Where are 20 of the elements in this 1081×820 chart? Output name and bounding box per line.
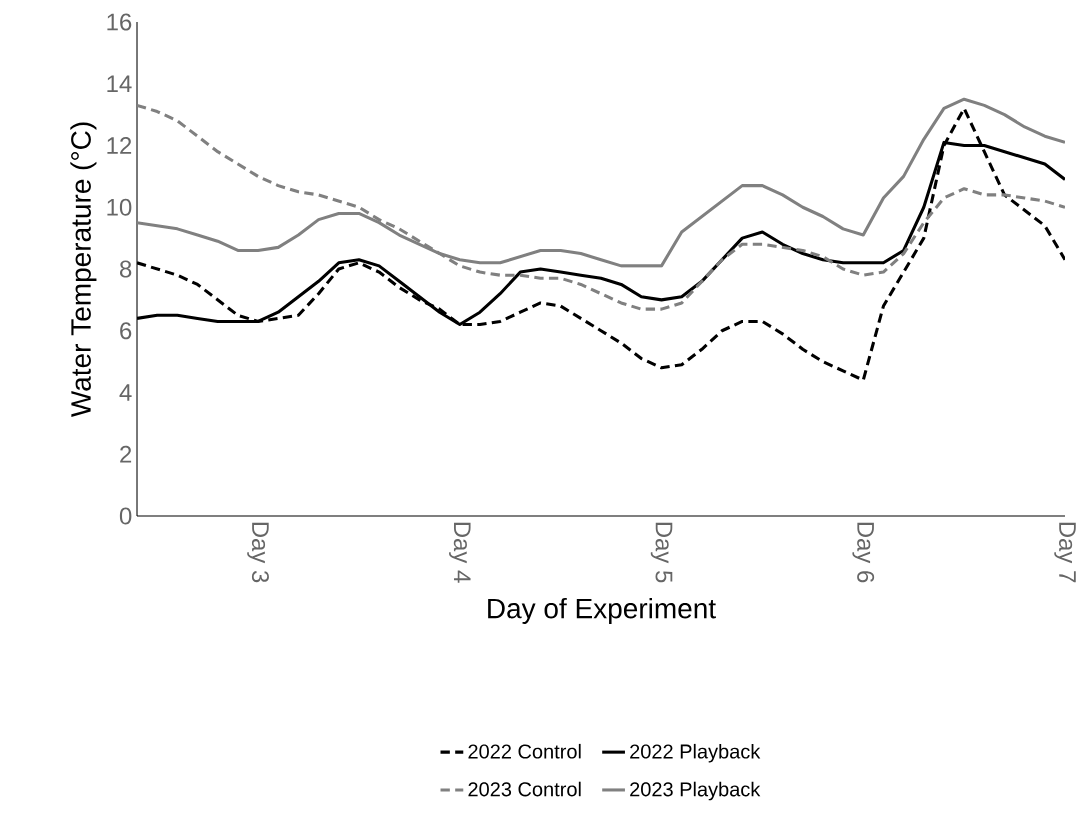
x-tick-label: Day 5 [650,522,673,583]
y-axis-title: Water Temperature (°C) [70,122,97,418]
x-tick-label: Day 7 [1054,522,1076,583]
x-tick-label: Day 3 [247,522,269,583]
legend-label: 2022 Control [468,743,581,759]
y-tick-label: 8 [120,260,132,278]
y-tick-label: 4 [119,384,132,401]
legend-label: 2022 Playback [630,743,761,763]
y-tick-label: 6 [120,322,132,340]
y-tick-label: 2 [120,445,132,463]
x-axis-title: Day of Experiment [488,597,716,624]
x-tick-label: Day 6 [852,522,875,583]
y-tick-label: 12 [107,137,132,154]
legend-label: 2023 Control [468,781,581,797]
x-tick-label: Day 4 [449,522,471,583]
y-tick-label: 10 [107,198,132,216]
y-tick-label: 0 [119,507,132,525]
y-tick-label: 14 [107,75,132,92]
legend-label: 2023 Playback [630,781,761,801]
y-tick-label: 16 [107,13,132,31]
